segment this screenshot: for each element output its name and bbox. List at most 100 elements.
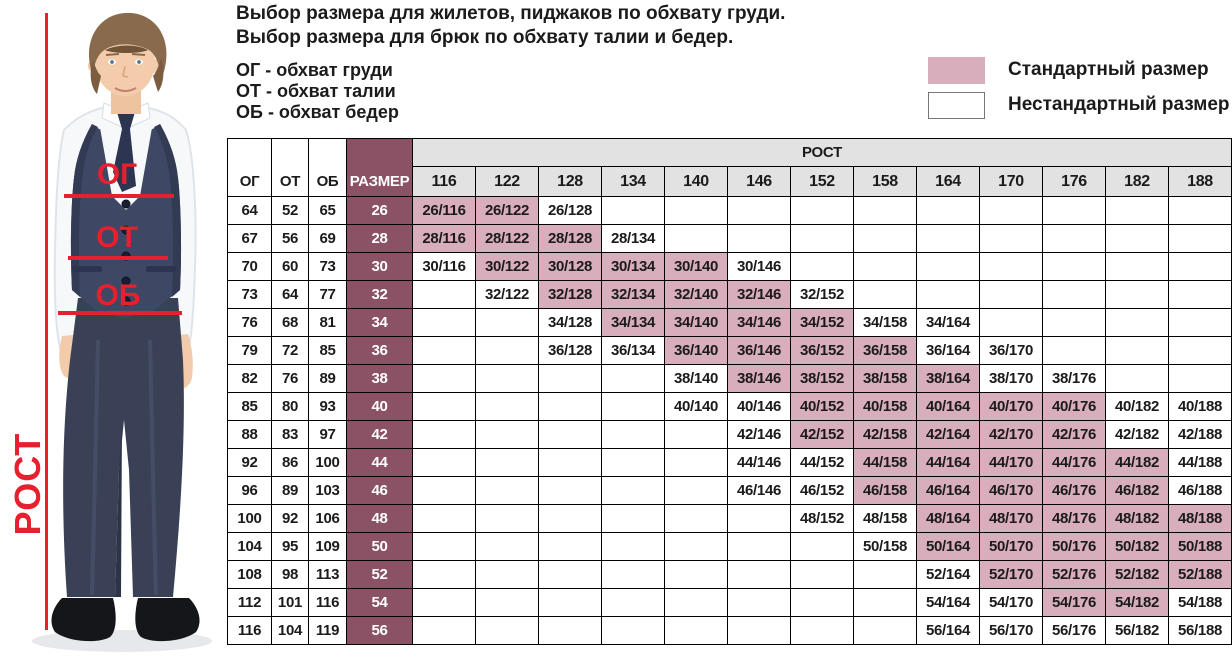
combo-cell-46-152: 46/152 (790, 476, 854, 505)
combo-cell-34-158: 34/158 (853, 308, 917, 337)
height-header-152: 152 (790, 166, 854, 197)
empty-cell (412, 420, 476, 449)
empty-cell (412, 616, 476, 645)
combo-cell-48-164: 48/164 (916, 504, 980, 533)
empty-cell (664, 448, 728, 477)
combo-cell-46-170: 46/170 (979, 476, 1043, 505)
definition-ot: ОТ - обхват талии (236, 81, 396, 101)
combo-cell-34-140: 34/140 (664, 308, 728, 337)
size-cell: 56 (346, 616, 413, 645)
empty-cell (601, 448, 665, 477)
empty-cell (790, 196, 854, 225)
ot-cell: 72 (271, 336, 309, 365)
size-row-26: 64 52 65 26 26/116 26/122 26/128 (227, 196, 1232, 225)
ot-cell: 92 (271, 504, 309, 533)
size-row-44: 92 86 100 44 44/146 44/152 44/158 44/164 44/170 4… (227, 448, 1232, 477)
empty-cell (727, 560, 791, 589)
empty-cell (1168, 308, 1232, 337)
empty-cell (412, 364, 476, 393)
combo-cell-32-134: 32/134 (601, 280, 665, 309)
ob-cell: 109 (308, 532, 347, 561)
combo-cell-44-152: 44/152 (790, 448, 854, 477)
ob-cell: 69 (308, 224, 347, 253)
combo-cell-34-152: 34/152 (790, 308, 854, 337)
empty-cell (475, 448, 539, 477)
ot-cell: 56 (271, 224, 309, 253)
combo-cell-54-164: 54/164 (916, 588, 980, 617)
empty-cell (601, 476, 665, 505)
size-cell: 44 (346, 448, 413, 477)
combo-cell-38-176: 38/176 (1042, 364, 1106, 393)
empty-cell (664, 532, 728, 561)
combo-cell-48-182: 48/182 (1105, 504, 1169, 533)
ot-cell: 68 (271, 308, 309, 337)
nonstandard-size-swatch (928, 91, 985, 119)
size-cell: 52 (346, 560, 413, 589)
empty-cell (1168, 252, 1232, 281)
size-row-50: 104 95 109 50 50/158 50/164 50/170 50/176 50/182… (227, 532, 1232, 561)
empty-cell (727, 504, 791, 533)
combo-cell-56-164: 56/164 (916, 616, 980, 645)
empty-cell (475, 364, 539, 393)
empty-cell (601, 616, 665, 645)
size-cell: 36 (346, 336, 413, 365)
empty-cell (538, 588, 602, 617)
empty-cell (664, 560, 728, 589)
combo-cell-26-128: 26/128 (538, 196, 602, 225)
combo-cell-46-164: 46/164 (916, 476, 980, 505)
size-row-28: 67 56 69 28 28/116 28/122 28/128 28/134 (227, 224, 1232, 253)
combo-cell-38-164: 38/164 (916, 364, 980, 393)
empty-cell (601, 532, 665, 561)
combo-cell-46-188: 46/188 (1168, 476, 1232, 505)
empty-cell (979, 196, 1043, 225)
combo-cell-50-188: 50/188 (1168, 532, 1232, 561)
height-header-188: 188 (1168, 166, 1232, 197)
empty-cell (664, 420, 728, 449)
empty-cell (1042, 336, 1106, 365)
empty-cell (475, 476, 539, 505)
size-cell: 38 (346, 364, 413, 393)
empty-cell (727, 532, 791, 561)
empty-cell (853, 196, 917, 225)
empty-cell (538, 616, 602, 645)
empty-cell (475, 616, 539, 645)
combo-cell-32-152: 32/152 (790, 280, 854, 309)
combo-cell-34-134: 34/134 (601, 308, 665, 337)
empty-cell (664, 224, 728, 253)
empty-cell (853, 560, 917, 589)
empty-cell (538, 448, 602, 477)
empty-cell (1042, 308, 1106, 337)
height-header-116: 116 (412, 166, 476, 197)
empty-cell (664, 476, 728, 505)
combo-cell-48-158: 48/158 (853, 504, 917, 533)
combo-cell-38-170: 38/170 (979, 364, 1043, 393)
og-cell: 73 (227, 280, 272, 309)
empty-cell (790, 616, 854, 645)
size-row-32: 73 64 77 32 32/122 32/128 32/134 32/140 32/146 32… (227, 280, 1232, 309)
standard-size-label: Стандартный размер (1008, 59, 1209, 80)
combo-cell-40-170: 40/170 (979, 392, 1043, 421)
height-header-164: 164 (916, 166, 980, 197)
legend-standard-row: Стандартный размер (928, 56, 1230, 84)
combo-cell-52-182: 52/182 (1105, 560, 1169, 589)
combo-cell-40-188: 40/188 (1168, 392, 1232, 421)
col-header-ob: ОБ (308, 138, 347, 197)
combo-cell-48-176: 48/176 (1042, 504, 1106, 533)
combo-cell-32-146: 32/146 (727, 280, 791, 309)
empty-cell (1168, 224, 1232, 253)
empty-cell (1105, 252, 1169, 281)
empty-cell (916, 280, 980, 309)
size-cell: 42 (346, 420, 413, 449)
ot-cell: 101 (271, 588, 309, 617)
og-cell: 108 (227, 560, 272, 589)
og-cell: 64 (227, 196, 272, 225)
combo-cell-40-176: 40/176 (1042, 392, 1106, 421)
empty-cell (1168, 336, 1232, 365)
hip-measure-line (58, 311, 182, 315)
empty-cell (1042, 196, 1106, 225)
empty-cell (412, 532, 476, 561)
combo-cell-28-122: 28/122 (475, 224, 539, 253)
combo-cell-50-182: 50/182 (1105, 532, 1169, 561)
size-cell: 30 (346, 252, 413, 281)
empty-cell (1105, 308, 1169, 337)
